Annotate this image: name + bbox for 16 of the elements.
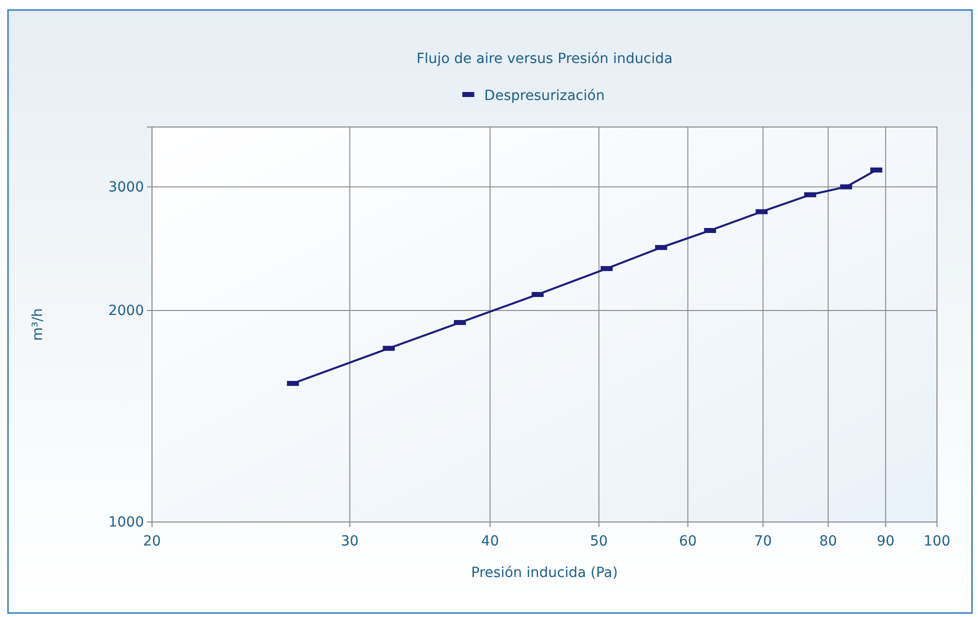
x-tick-label: 30 — [340, 533, 359, 550]
x-tick-label: 50 — [590, 533, 608, 550]
x-tick-label: 40 — [481, 533, 499, 550]
y-axis-title: m³/h — [30, 308, 46, 341]
x-axis-title: Presión inducida (Pa) — [471, 565, 618, 581]
x-tick-label: 20 — [143, 533, 161, 550]
x-tick-label: 80 — [819, 533, 838, 550]
y-tick-label: 3000 — [108, 179, 144, 196]
x-tick-label: 70 — [754, 533, 772, 550]
y-tick-label: 2000 — [108, 303, 144, 320]
legend-label: Despresurización — [484, 88, 605, 104]
x-tick-label: 100 — [924, 533, 950, 550]
chart-title: Flujo de aire versus Presión inducida — [416, 51, 673, 67]
x-tick-label: 60 — [678, 533, 697, 550]
y-tick-label: 1000 — [108, 514, 144, 530]
x-tick-label: 90 — [876, 533, 895, 550]
